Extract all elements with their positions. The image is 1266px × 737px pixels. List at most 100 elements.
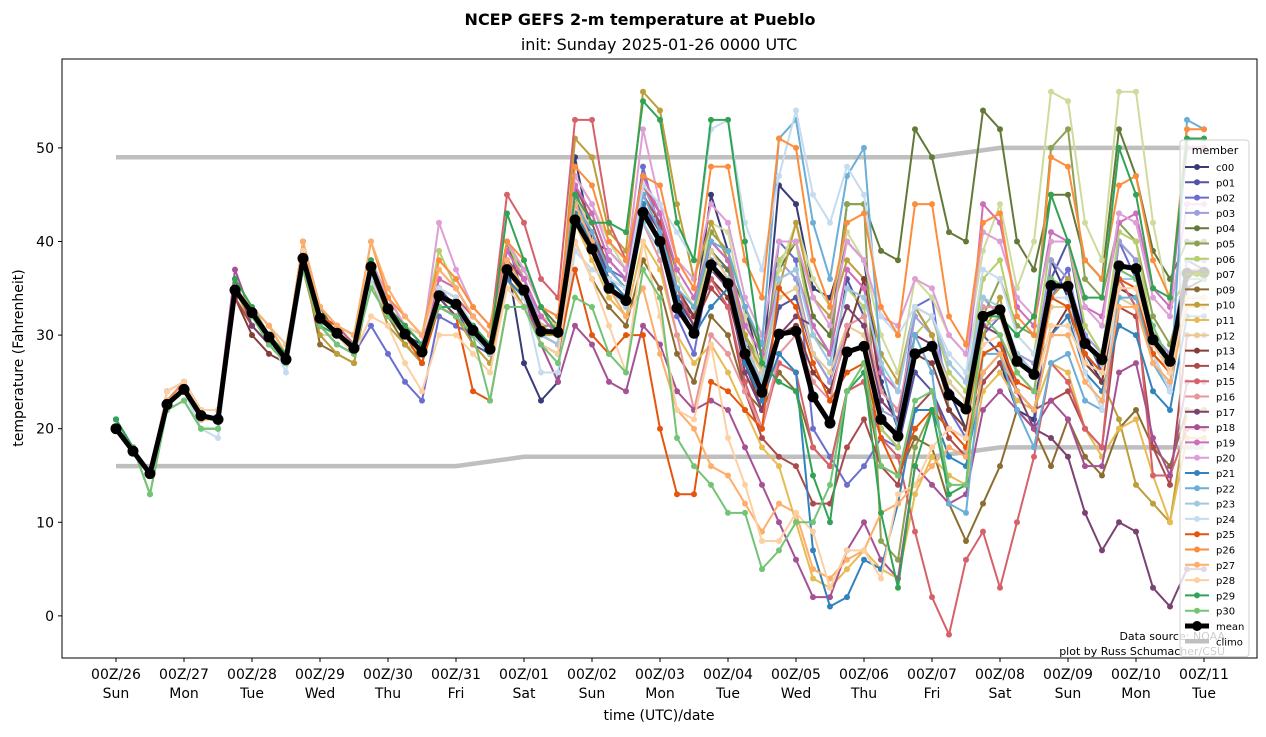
data-point-p10 — [997, 294, 1003, 301]
data-point-p21 — [776, 350, 782, 357]
data-point-p18 — [708, 397, 714, 404]
legend-label: p03 — [1216, 209, 1235, 220]
data-point-mean — [246, 307, 258, 319]
data-point-p27 — [1167, 378, 1173, 385]
data-point-p27 — [742, 500, 748, 507]
data-point-p18 — [1150, 435, 1156, 442]
data-point-p22 — [1082, 397, 1088, 404]
data-point-p14 — [810, 500, 816, 507]
data-point-p10 — [402, 341, 408, 348]
data-point-p24 — [538, 369, 544, 376]
data-point-mean — [399, 328, 411, 340]
data-point-p25 — [844, 369, 850, 376]
data-point-p24 — [861, 191, 867, 198]
data-point-p27 — [844, 556, 850, 563]
legend-label: p24 — [1216, 515, 1235, 526]
data-point-p18 — [589, 341, 595, 348]
data-point-p26 — [606, 238, 612, 245]
data-point-p28 — [844, 547, 850, 554]
legend-label: p13 — [1216, 347, 1235, 358]
data-point-p20 — [810, 294, 816, 301]
data-point-mean — [926, 340, 938, 352]
data-point-p25 — [419, 360, 425, 367]
legend-title: member — [1192, 144, 1239, 157]
data-point-p23 — [946, 360, 952, 367]
data-point-p11 — [1133, 416, 1139, 423]
data-point-p04 — [1031, 266, 1037, 273]
data-point-p30 — [657, 294, 663, 301]
data-point-p15 — [810, 444, 816, 451]
legend-item-p09: p09 — [1185, 285, 1235, 296]
data-point-p17 — [1099, 547, 1105, 554]
legend-label: p09 — [1216, 285, 1235, 296]
data-point-p23 — [844, 285, 850, 292]
legend-item-p04: p04 — [1185, 224, 1235, 235]
data-point-p14 — [844, 444, 850, 451]
series-mean — [110, 206, 1210, 480]
data-point-p24 — [759, 266, 765, 273]
legend-swatch-marker — [1194, 607, 1200, 614]
legend-label: climo — [1216, 637, 1243, 648]
data-point-p30 — [487, 397, 493, 404]
legend-item-p03: p03 — [1185, 209, 1235, 220]
data-point-p26 — [997, 210, 1003, 217]
data-point-p29 — [878, 509, 884, 516]
legend-item-p16: p16 — [1185, 393, 1235, 404]
data-point-p02 — [640, 163, 646, 170]
data-point-p30 — [929, 388, 935, 395]
data-point-p11 — [810, 575, 816, 582]
data-point-p29 — [793, 388, 799, 395]
data-point-mean — [484, 343, 496, 355]
legend-label: p11 — [1216, 316, 1235, 327]
legend-item-p20: p20 — [1185, 454, 1235, 465]
data-point-p20 — [776, 238, 782, 245]
data-point-p20 — [725, 219, 731, 226]
data-point-mean — [1147, 334, 1159, 346]
data-point-p28 — [1082, 360, 1088, 367]
legend-item-p11: p11 — [1185, 316, 1235, 327]
data-point-p28 — [861, 547, 867, 554]
legend-label: p26 — [1216, 546, 1235, 557]
data-point-p25 — [810, 360, 816, 367]
data-point-p13 — [266, 350, 272, 357]
data-point-p27 — [1099, 397, 1105, 404]
data-point-p28 — [810, 528, 816, 535]
data-point-p30 — [946, 481, 952, 488]
data-point-p11 — [929, 453, 935, 460]
data-point-p07 — [1150, 219, 1156, 226]
data-point-mean — [892, 430, 904, 442]
data-point-p25 — [827, 397, 833, 404]
data-point-p27 — [1150, 360, 1156, 367]
data-point-p29 — [606, 219, 612, 226]
legend-label: p02 — [1216, 194, 1235, 205]
plot-inner — [110, 88, 1210, 638]
data-point-p20 — [844, 238, 850, 245]
data-point-p28 — [708, 341, 714, 348]
data-point-mean — [331, 327, 343, 339]
data-point-p10 — [317, 332, 323, 339]
data-point-p30 — [538, 341, 544, 348]
data-point-p30 — [317, 322, 323, 329]
x-axis-label: time (UTC)/date — [603, 708, 714, 724]
data-point-p27 — [1065, 332, 1071, 339]
legend-item-p26: p26 — [1185, 546, 1235, 557]
data-point-p28 — [1133, 285, 1139, 292]
data-point-p20 — [997, 238, 1003, 245]
data-point-p28 — [674, 406, 680, 413]
data-point-p28 — [589, 275, 595, 282]
data-point-mean — [756, 386, 768, 398]
data-point-p25 — [470, 388, 476, 395]
data-point-p26 — [1014, 313, 1020, 320]
data-point-p21 — [1065, 313, 1071, 320]
data-point-p09 — [980, 500, 986, 507]
data-point-p19 — [844, 266, 850, 273]
data-point-p22 — [963, 509, 969, 516]
data-point-p29 — [402, 322, 408, 329]
data-point-p15 — [521, 219, 527, 226]
data-point-p28 — [827, 584, 833, 591]
data-point-mean — [841, 346, 853, 358]
data-point-mean — [552, 326, 564, 338]
data-point-p27 — [997, 350, 1003, 357]
data-point-mean — [1079, 338, 1091, 350]
data-point-p29 — [1099, 294, 1105, 301]
